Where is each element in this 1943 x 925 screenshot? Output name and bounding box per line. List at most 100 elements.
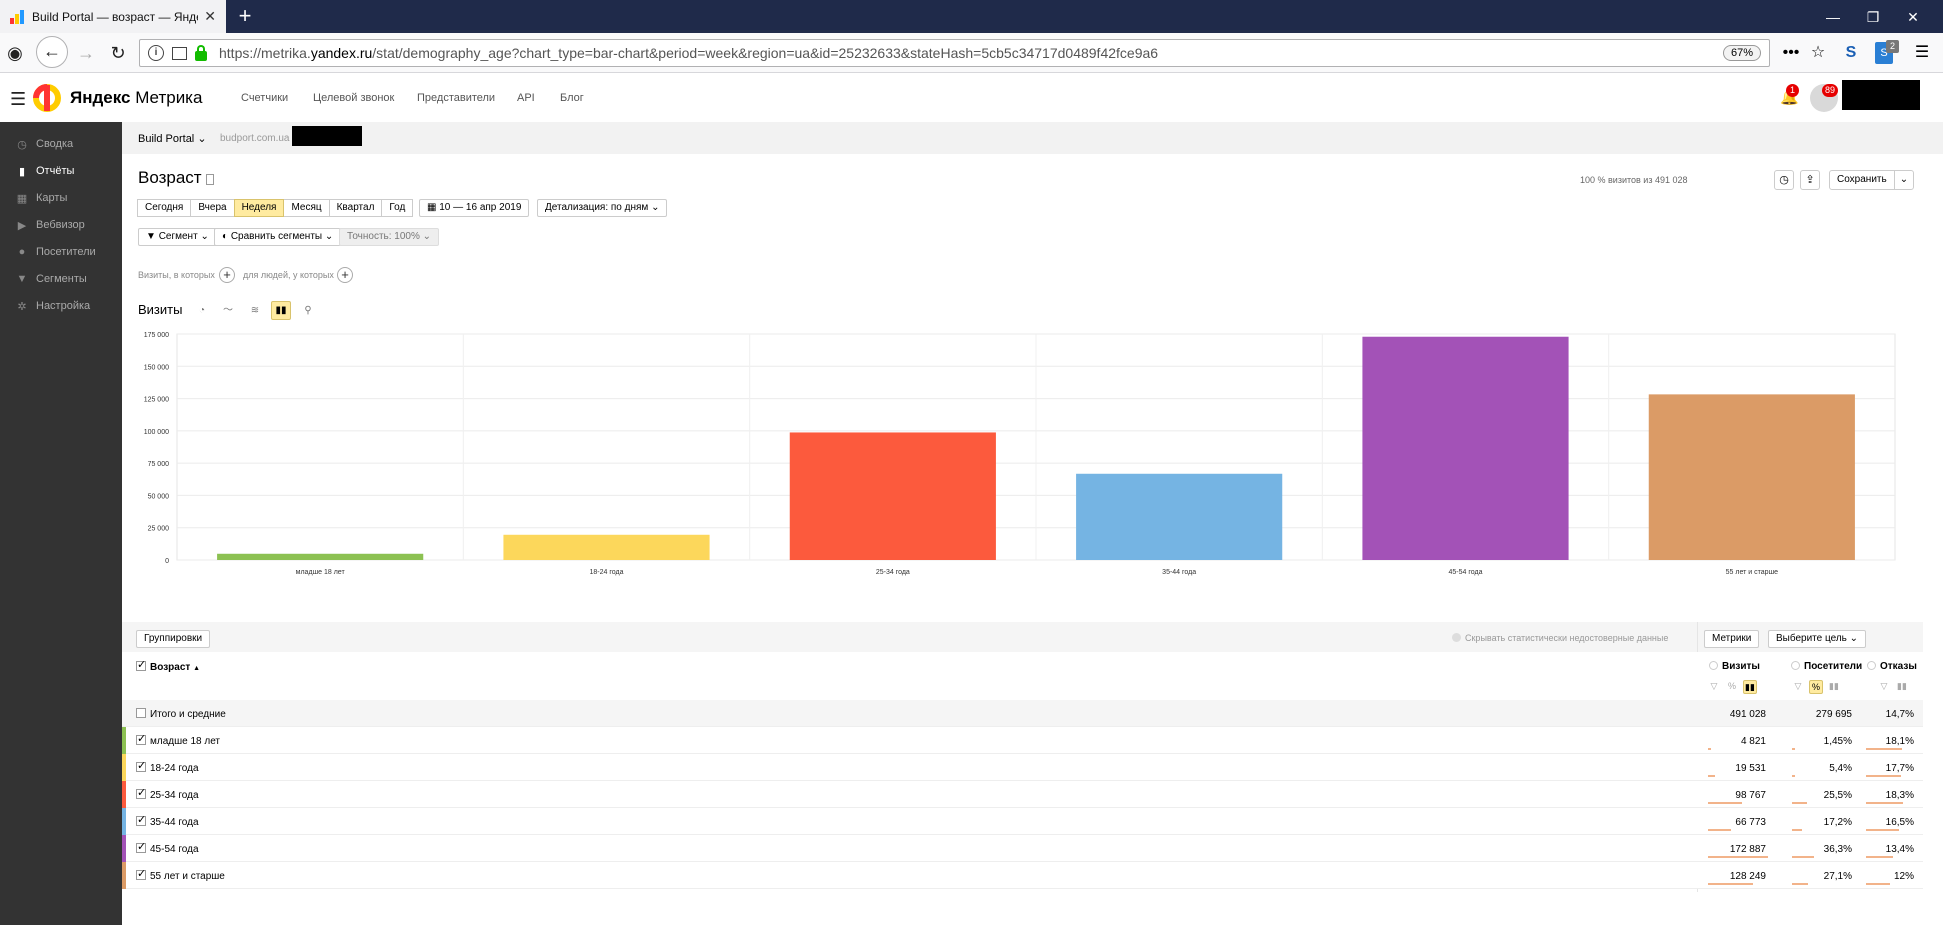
bar-chart: 0 25 000 50 000 75 000 100 000 125 000 150 000… [144, 332, 1896, 576]
visitors-percent-icon[interactable]: % [1809, 680, 1823, 694]
zoom-badge[interactable]: 67% [1722, 45, 1761, 61]
row-checkbox[interactable] [136, 759, 146, 772]
map-chart-type-icon[interactable]: ⚲ [304, 305, 312, 316]
row-checkbox[interactable] [136, 867, 146, 880]
table-row: 45-54 года 172 887 36,3% 13,4% [122, 835, 1923, 862]
compare-segments-button[interactable]: ◐ Сравнить сегменты ⌄ [214, 228, 342, 246]
line-chart-type-icon[interactable]: 〜 [223, 305, 233, 316]
groupings-button[interactable]: Группировки [136, 630, 211, 648]
sidebar-item-webvisor[interactable]: ▶ Вебвизор [0, 214, 122, 236]
age-header-checkbox[interactable] [136, 658, 146, 671]
row-visits: 172 887 [1729, 844, 1766, 855]
browser-menu-icon[interactable]: ☰ [1914, 44, 1930, 61]
visitors-bar-icon[interactable]: ▮▮ [1829, 681, 1839, 691]
address-bar[interactable]: i https://metrika.yandex.ru/stat/demogra… [139, 39, 1770, 67]
visitors-column-header[interactable]: Посетители [1791, 661, 1862, 672]
row-label[interactable]: младше 18 лет [136, 732, 220, 747]
total-checkbox[interactable] [136, 708, 146, 718]
visits-summary: 100 % визитов из 491 028 [1580, 175, 1688, 185]
metrics-button[interactable]: Метрики [1704, 630, 1760, 648]
sidebar-item-settings[interactable]: ✲ Настройка [0, 295, 122, 317]
accuracy-dropdown[interactable]: Точность: 100% ⌄ [339, 228, 440, 246]
sidebar-item-segments[interactable]: ▼ Сегменты [16, 273, 87, 285]
visits-percent-icon[interactable]: % [1727, 681, 1736, 691]
row-label[interactable]: 25-34 года [136, 786, 199, 801]
total-label[interactable]: Итого и средние [136, 708, 226, 720]
row-checkbox[interactable] [136, 732, 146, 745]
reload-button[interactable]: ↻ [110, 43, 126, 63]
user-icon: ● [18, 246, 26, 258]
period-month[interactable]: Месяц [283, 199, 330, 217]
date-range-picker[interactable]: ▦ 10 — 16 апр 2019 [419, 199, 530, 217]
visits-filter-icon[interactable]: ▽ [1710, 681, 1718, 691]
bounce-bar [1866, 748, 1903, 750]
menu-burger-icon[interactable]: ☰ [10, 89, 27, 109]
bookmark-icon[interactable] [206, 174, 214, 185]
url-text[interactable]: https://metrika.yandex.ru/stat/demograph… [219, 45, 1159, 61]
topnav-target-call[interactable]: Целевой звонок [313, 92, 395, 104]
bar-chart-type-icon[interactable]: ▮▮ [271, 301, 291, 320]
topnav-api[interactable]: API [517, 92, 535, 104]
extension-s-icon[interactable]: S [1845, 44, 1857, 61]
topnav-counters[interactable]: Счетчики [241, 92, 289, 104]
period-week[interactable]: Неделя [233, 199, 285, 217]
pie-chart-type-icon[interactable]: ◔ [198, 305, 206, 316]
period-today[interactable]: Сегодня [137, 199, 192, 217]
segment-button[interactable]: ▼ Сегмент ⌄ [138, 228, 217, 246]
bookmark-star-icon[interactable]: ☆ [1810, 44, 1826, 61]
topnav-representatives[interactable]: Представители [417, 92, 496, 104]
info-icon[interactable]: i [148, 45, 164, 61]
row-label[interactable]: 45-54 года [136, 840, 199, 855]
counter-selector[interactable]: Build Portal ⌄ [138, 133, 207, 145]
tab-close-icon[interactable]: ✕ [204, 8, 216, 24]
browser-tab[interactable]: Build Portal — возраст — Янде ✕ [0, 0, 226, 33]
row-checkbox[interactable] [136, 813, 146, 826]
row-label[interactable]: 18-24 года [136, 759, 199, 774]
save-button[interactable]: Сохранить ⌄ [1829, 170, 1915, 190]
hide-unreliable-toggle[interactable]: Скрывать статистически недостоверные дан… [1452, 633, 1668, 643]
window-close-icon[interactable]: ✕ [1907, 9, 1919, 25]
bounce-filter-icon[interactable]: ▽ [1880, 681, 1888, 691]
minimize-icon[interactable]: — [1826, 9, 1840, 25]
period-yesterday[interactable]: Вчера [190, 199, 235, 217]
bounce-bar-icon[interactable]: ▮▮ [1897, 681, 1907, 691]
row-label[interactable]: 35-44 года [136, 813, 199, 828]
export-icon[interactable]: ⇪ [1800, 170, 1820, 190]
period-year[interactable]: Год [381, 199, 414, 217]
add-visit-condition-button[interactable]: + [219, 267, 235, 283]
sidebar-item-reports[interactable]: ▮ Отчёты [0, 160, 122, 182]
choose-goal-button[interactable]: Выберите цель ⌄ [1768, 630, 1867, 648]
sidebar-item-summary[interactable]: ◷ Сводка [0, 133, 122, 155]
page-actions-icon[interactable]: ••• [1782, 44, 1800, 61]
period-quarter[interactable]: Квартал [328, 199, 383, 217]
image-permission-icon[interactable] [172, 46, 187, 60]
metrika-header [0, 74, 1943, 122]
row-visits: 4 821 [1740, 736, 1766, 747]
age-column-header[interactable]: Возраст ▲ [136, 658, 200, 673]
visits-bar [1708, 856, 1768, 858]
visitors-filter-icon[interactable]: ▽ [1794, 681, 1802, 691]
brand-title[interactable]: Яндекс Метрика [70, 88, 203, 107]
bounce-column-header[interactable]: Отказы [1867, 661, 1917, 672]
history-clock-icon[interactable]: ◷ [1774, 170, 1794, 190]
sidebar-item-maps[interactable]: ▦ Карты [16, 192, 68, 205]
row-checkbox[interactable] [136, 786, 146, 799]
visits-column-header[interactable]: Визиты [1709, 661, 1760, 672]
visits-bar-icon[interactable]: ▮▮ [1743, 680, 1757, 694]
chevron-down-icon: ⌄ [1893, 171, 1913, 189]
topnav-blog[interactable]: Блог [560, 92, 584, 104]
detail-dropdown[interactable]: Детализация: по дням ⌄ [537, 199, 668, 217]
forward-button[interactable]: → [77, 43, 95, 63]
back-button[interactable]: ← [36, 36, 68, 68]
lock-icon[interactable] [195, 44, 207, 61]
row-label[interactable]: 55 лет и старше [136, 867, 225, 882]
add-people-condition-button[interactable]: + [337, 267, 353, 283]
area-chart-type-icon[interactable]: ≋ [250, 305, 260, 316]
visits-bar [1708, 829, 1732, 831]
row-checkbox[interactable] [136, 840, 146, 853]
yandex-logo-icon[interactable] [32, 83, 62, 113]
new-tab-button[interactable]: + [238, 3, 252, 28]
tor-onion-icon[interactable]: ◉ [7, 43, 23, 63]
restore-icon[interactable]: ❐ [1866, 9, 1880, 25]
sidebar-item-visitors[interactable]: ● Посетители [0, 241, 122, 263]
